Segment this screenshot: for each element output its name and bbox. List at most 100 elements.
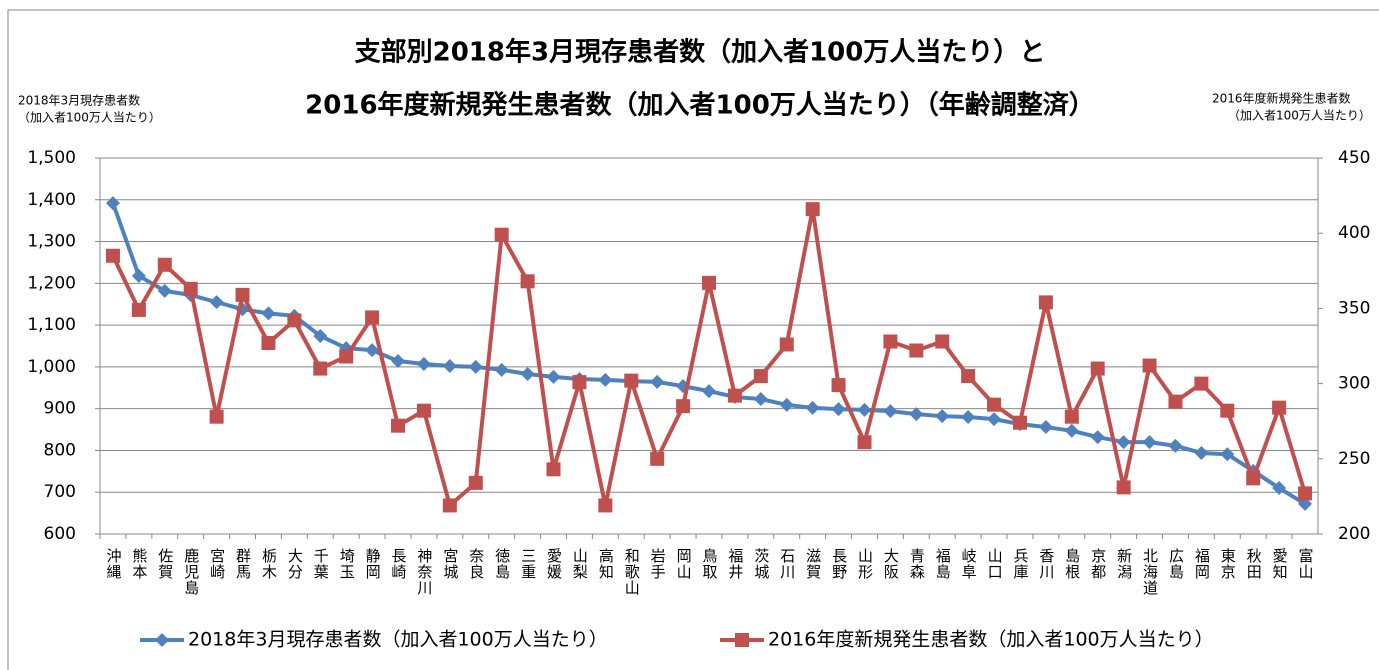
data-point: [831, 402, 846, 417]
data-point: [1168, 394, 1183, 409]
data-point: [546, 462, 561, 477]
y-tick-label: 1,000: [27, 357, 76, 377]
data-point: [157, 257, 172, 272]
data-point: [313, 328, 328, 343]
data-point: [416, 403, 431, 418]
y-tick-label: 1,400: [27, 190, 76, 210]
data-point: [727, 388, 742, 403]
x-tick-label: 北海道: [1141, 548, 1159, 596]
x-tick-label: 愛媛: [545, 548, 563, 580]
y2-tick-label: 250: [1338, 449, 1370, 469]
data-point: [520, 274, 535, 289]
x-tick-label: 高知: [597, 548, 615, 580]
x-tick-label: 熊本: [130, 548, 148, 580]
y-tick-label: 1,100: [27, 315, 76, 335]
x-tick-label: 群馬: [234, 548, 252, 580]
legend-marker: [155, 633, 169, 647]
y-tick-label: 800: [44, 440, 76, 460]
data-point: [1246, 471, 1261, 486]
x-tick-label: 福島: [934, 548, 952, 580]
data-point: [961, 410, 976, 425]
data-point: [183, 281, 198, 296]
data-point: [235, 287, 250, 302]
data-point: [261, 306, 276, 321]
data-point: [442, 498, 457, 513]
data-point: [961, 369, 976, 384]
x-tick-label: 山形: [856, 548, 874, 580]
data-point: [546, 369, 561, 384]
data-point: [1064, 409, 1079, 424]
data-point: [1298, 486, 1313, 501]
data-point: [157, 283, 172, 298]
data-point: [779, 397, 794, 412]
x-tick-label: 岩手: [649, 548, 667, 580]
data-point: [520, 366, 535, 381]
data-point: [261, 335, 276, 350]
x-tick-label: 茨城: [752, 548, 770, 580]
data-point: [313, 361, 328, 376]
x-tick-label: 山口: [986, 548, 1004, 580]
data-point: [650, 374, 665, 389]
x-tick-label: 山梨: [571, 548, 589, 580]
x-tick-label: 長崎: [390, 548, 408, 580]
data-point: [494, 227, 509, 242]
data-point: [1168, 438, 1183, 453]
x-tick-label: 長野: [830, 548, 848, 580]
data-point: [702, 384, 716, 399]
x-tick-label: 栃木: [260, 548, 278, 580]
data-point: [391, 354, 406, 369]
data-point: [209, 409, 224, 424]
y-tick-label: 1,500: [27, 148, 76, 168]
x-tick-label: 新潟: [1115, 548, 1133, 580]
y-tick-label: 700: [44, 482, 76, 502]
data-point: [1272, 481, 1287, 496]
y2-tick-label: 400: [1338, 223, 1370, 243]
y-axis-label: （加入者100万人当たり）: [18, 111, 161, 125]
data-point: [598, 498, 613, 513]
data-point: [857, 402, 872, 417]
data-point: [753, 392, 768, 407]
data-point: [416, 356, 431, 371]
chart-frame: [7, 9, 1379, 670]
y2-tick-label: 300: [1338, 374, 1370, 394]
x-tick-label: 兵庫: [1011, 548, 1029, 580]
data-point: [935, 334, 950, 349]
data-point: [391, 418, 406, 433]
data-point: [1116, 435, 1131, 450]
x-tick-label: 沖縄: [104, 548, 122, 580]
x-tick-label: 宮城: [441, 548, 459, 580]
data-point: [468, 475, 483, 490]
y2-tick-label: 350: [1338, 298, 1370, 318]
data-point: [1116, 480, 1131, 495]
y2-tick-label: 450: [1338, 148, 1370, 168]
data-point: [1142, 358, 1157, 373]
x-tick-label: 福岡: [1193, 548, 1211, 580]
data-point: [1220, 403, 1235, 418]
data-point: [105, 248, 120, 263]
data-point: [753, 369, 768, 384]
x-tick-label: 佐賀: [156, 548, 174, 580]
data-point: [883, 404, 898, 419]
data-point: [1298, 496, 1313, 511]
y2-axis-label: （加入者100万人当たり）: [1228, 109, 1371, 123]
data-point: [1064, 423, 1079, 438]
data-point: [805, 202, 820, 217]
data-point: [1090, 430, 1105, 445]
data-point: [909, 407, 924, 422]
x-tick-label: 香川: [1037, 548, 1055, 580]
y-axis-label: 2018年3月現存患者数: [18, 93, 140, 108]
legend-label: 2018年3月現存患者数（加入者100万人当たり）: [188, 629, 608, 651]
x-tick-label: 広島: [1167, 548, 1185, 580]
y-tick-label: 1,200: [27, 273, 76, 293]
data-point: [831, 378, 846, 393]
data-point: [987, 397, 1002, 412]
x-tick-label: 三重: [519, 548, 537, 580]
x-tick-label: 大阪: [882, 548, 900, 580]
x-tick-label: 奈良: [467, 548, 485, 580]
data-point: [468, 359, 483, 374]
y-tick-label: 900: [44, 399, 76, 419]
x-tick-label: 神奈川: [415, 548, 433, 596]
data-point: [209, 295, 224, 310]
data-point: [494, 362, 509, 377]
